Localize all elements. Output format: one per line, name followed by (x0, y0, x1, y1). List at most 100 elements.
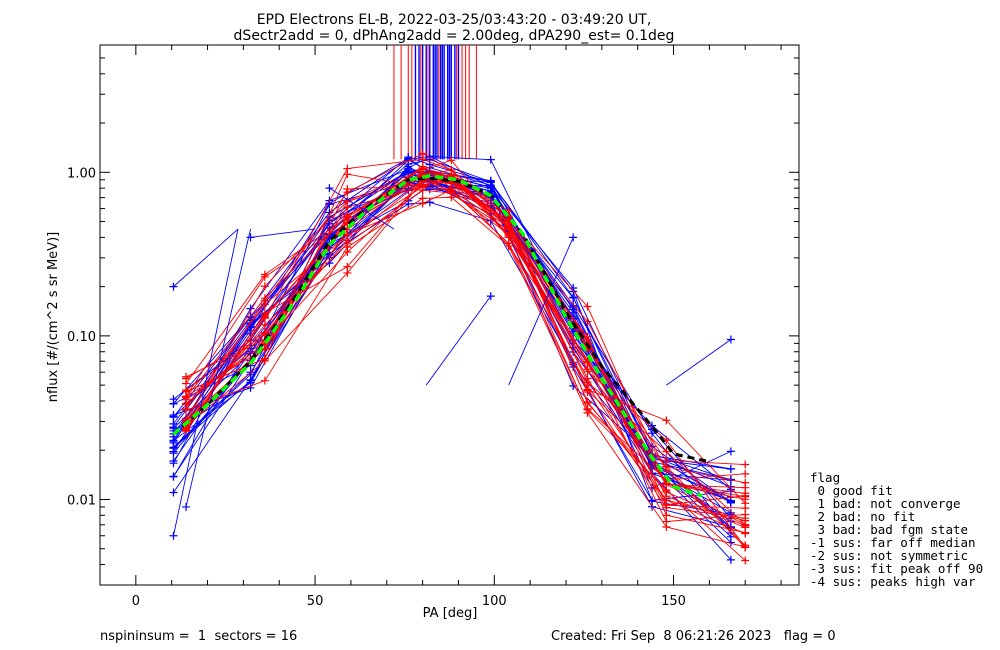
data-point-red (260, 313, 269, 322)
outlier-point (325, 184, 334, 193)
data-point-red (583, 386, 592, 395)
data-point-red (741, 460, 750, 469)
data-point-red (583, 405, 592, 414)
data-point-red (418, 186, 427, 195)
legend-line-1: 1 bad: not converge (810, 496, 961, 511)
x-tick-label: 100 (482, 594, 507, 609)
median-and-fit-curves (172, 174, 710, 498)
data-point-red (662, 480, 671, 489)
y-tick-label: 1.00 (67, 166, 96, 181)
data-point-red (504, 215, 513, 224)
data-point-red (260, 294, 269, 303)
series-line-red (185, 174, 746, 548)
outlier-line (250, 228, 316, 238)
data-point-red (504, 224, 513, 233)
outlier-line (185, 228, 251, 508)
data-point-red (662, 462, 671, 471)
data-point-blue (648, 429, 657, 438)
data-point-blue (425, 198, 434, 207)
axis-ticks: 0 50 100 150 0.01 0.10 1.00 (67, 44, 799, 609)
data-point-red (741, 556, 750, 565)
data-point-blue (169, 456, 178, 465)
data-point-red (343, 262, 352, 271)
data-point-red (662, 501, 671, 510)
series-line-blue (173, 156, 731, 515)
y-axis-label: nflux [#/(cm^2 s sr MeV)] (46, 232, 61, 402)
data-point-blue (169, 488, 178, 497)
x-tick-label: 50 (307, 594, 324, 609)
median-curve (172, 176, 710, 464)
series-line-red (185, 173, 746, 519)
data-point-red (343, 164, 352, 173)
data-point-red (504, 231, 513, 240)
series-line-red (185, 173, 746, 548)
data-point-red (583, 317, 592, 326)
data-point-red (741, 483, 750, 492)
data-point-blue (169, 437, 178, 446)
data-point-red (662, 517, 671, 526)
legend-line-4: -1 sus: far off median (810, 535, 976, 550)
data-point-blue (486, 177, 495, 186)
data-point-red (343, 210, 352, 219)
data-point-red (583, 367, 592, 376)
data-point-blue (169, 472, 178, 481)
outlier-point (569, 233, 578, 242)
data-point-blue (169, 423, 178, 432)
data-point-blue (569, 287, 578, 296)
data-point-red (741, 504, 750, 513)
data-point-blue (169, 411, 178, 420)
data-point-red (260, 376, 269, 385)
series-line-red (185, 189, 746, 534)
series-line-red (185, 178, 746, 546)
x-tick-label: 0 (132, 594, 140, 609)
data-point-red (343, 247, 352, 256)
flag-legend: flag 0 good fit 1 bad: not converge 2 ba… (810, 470, 983, 589)
data-point-red (662, 416, 671, 425)
data-point-blue (726, 447, 735, 456)
data-point-red (260, 270, 269, 279)
y-tick-label: 0.01 (67, 493, 96, 508)
data-point-red (741, 529, 750, 538)
data-point-red (583, 374, 592, 383)
footer-left: nspininsum = 1 sectors = 16 (100, 629, 297, 644)
data-point-red (260, 354, 269, 363)
data-point-red (343, 188, 352, 197)
y-tick-label: 0.10 (67, 330, 96, 345)
data-point-red (418, 149, 427, 158)
data-point-red (182, 400, 191, 409)
data-point-red (343, 236, 352, 245)
legend-line-0: 0 good fit (810, 483, 893, 498)
legend-line-5: -2 sus: not symmetric (810, 548, 968, 563)
outlier-line (508, 237, 574, 386)
data-point-red (583, 397, 592, 406)
outlier-line (173, 228, 239, 536)
legend-line-3: 3 bad: bad fgm state (810, 522, 968, 537)
data-point-red (447, 156, 456, 165)
data-series (169, 149, 750, 565)
data-point-red (583, 302, 592, 311)
vertical-marker-lines (393, 45, 477, 160)
data-point-blue (726, 464, 735, 473)
data-point-blue (648, 497, 657, 506)
data-point-red (741, 520, 750, 529)
data-point-blue (726, 555, 735, 564)
data-point-red (504, 239, 513, 248)
data-point-blue (404, 153, 413, 162)
series-line-blue (173, 184, 732, 561)
chart-title-line1: EPD Electrons EL-B, 2022-03-25/03:43:20 … (257, 12, 652, 28)
outlier-line (666, 339, 732, 386)
chart-title-line2: dSectr2add = 0, dPhAng2add = 2.00deg, dP… (234, 28, 675, 44)
footer-right: Created: Fri Sep 8 06:21:26 2023 flag = … (551, 629, 836, 644)
data-point-red (741, 495, 750, 504)
data-point-red (418, 199, 427, 208)
outlier-point (169, 282, 178, 291)
data-point-red (182, 379, 191, 388)
legend-line-6: -3 sus: fit peak off 90 (810, 561, 983, 576)
data-point-red (182, 393, 191, 402)
x-tick-label: 150 (661, 594, 686, 609)
outlier-line (173, 228, 239, 287)
outlier-point (726, 335, 735, 344)
legend-line-7: -4 sus: peaks high var (810, 574, 976, 589)
data-point-red (447, 189, 456, 198)
